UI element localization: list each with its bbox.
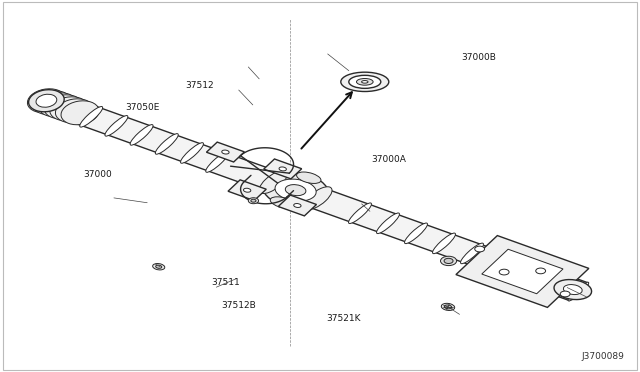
Ellipse shape bbox=[259, 171, 287, 193]
Ellipse shape bbox=[444, 305, 452, 309]
Ellipse shape bbox=[442, 303, 454, 311]
Text: 37000B: 37000B bbox=[461, 53, 495, 62]
Text: 37521K: 37521K bbox=[326, 314, 361, 323]
Ellipse shape bbox=[243, 188, 251, 192]
Ellipse shape bbox=[221, 150, 229, 154]
Ellipse shape bbox=[340, 72, 388, 92]
Ellipse shape bbox=[180, 143, 204, 163]
Ellipse shape bbox=[349, 75, 381, 89]
Ellipse shape bbox=[296, 172, 321, 183]
Ellipse shape bbox=[440, 256, 456, 266]
Text: 37512: 37512 bbox=[186, 81, 214, 90]
Ellipse shape bbox=[499, 269, 509, 275]
Ellipse shape bbox=[153, 263, 164, 270]
Ellipse shape bbox=[270, 197, 294, 208]
Ellipse shape bbox=[568, 282, 589, 301]
Ellipse shape bbox=[554, 280, 591, 299]
Ellipse shape bbox=[404, 223, 428, 244]
Ellipse shape bbox=[38, 93, 77, 117]
Ellipse shape bbox=[362, 80, 368, 83]
Text: 37000A: 37000A bbox=[371, 155, 406, 164]
Ellipse shape bbox=[29, 90, 64, 112]
Ellipse shape bbox=[285, 185, 306, 196]
Ellipse shape bbox=[205, 152, 228, 172]
Text: 37511: 37511 bbox=[211, 278, 240, 287]
Ellipse shape bbox=[279, 167, 286, 171]
Ellipse shape bbox=[56, 99, 93, 123]
Ellipse shape bbox=[376, 213, 399, 234]
Ellipse shape bbox=[33, 91, 71, 115]
Text: 37050E: 37050E bbox=[125, 103, 159, 112]
Ellipse shape bbox=[531, 269, 551, 288]
Ellipse shape bbox=[444, 258, 453, 263]
Text: 37000: 37000 bbox=[83, 170, 112, 179]
Ellipse shape bbox=[560, 291, 570, 297]
Ellipse shape bbox=[130, 125, 153, 145]
Ellipse shape bbox=[433, 233, 456, 254]
Ellipse shape bbox=[475, 246, 484, 252]
Polygon shape bbox=[207, 142, 244, 162]
Ellipse shape bbox=[80, 106, 102, 127]
Ellipse shape bbox=[44, 95, 82, 119]
Text: J3700089: J3700089 bbox=[581, 352, 624, 361]
Ellipse shape bbox=[105, 116, 128, 136]
Ellipse shape bbox=[61, 101, 99, 125]
Ellipse shape bbox=[28, 89, 65, 113]
Ellipse shape bbox=[543, 273, 564, 292]
Ellipse shape bbox=[251, 199, 256, 202]
Polygon shape bbox=[278, 195, 317, 216]
Ellipse shape bbox=[294, 203, 301, 208]
Ellipse shape bbox=[556, 278, 576, 296]
Ellipse shape bbox=[248, 198, 259, 204]
Ellipse shape bbox=[156, 134, 179, 154]
Ellipse shape bbox=[356, 78, 373, 85]
Ellipse shape bbox=[304, 187, 332, 209]
Text: 37512B: 37512B bbox=[221, 301, 255, 310]
Polygon shape bbox=[37, 92, 588, 301]
Ellipse shape bbox=[156, 265, 162, 268]
Ellipse shape bbox=[518, 264, 538, 283]
Ellipse shape bbox=[563, 285, 582, 295]
Ellipse shape bbox=[263, 173, 328, 208]
Ellipse shape bbox=[275, 179, 316, 201]
Polygon shape bbox=[456, 235, 589, 307]
Polygon shape bbox=[482, 249, 563, 294]
Ellipse shape bbox=[461, 243, 483, 264]
Ellipse shape bbox=[349, 203, 371, 224]
Polygon shape bbox=[264, 159, 301, 179]
Ellipse shape bbox=[36, 94, 57, 107]
Ellipse shape bbox=[50, 97, 88, 121]
Polygon shape bbox=[228, 180, 266, 201]
Ellipse shape bbox=[536, 268, 545, 274]
